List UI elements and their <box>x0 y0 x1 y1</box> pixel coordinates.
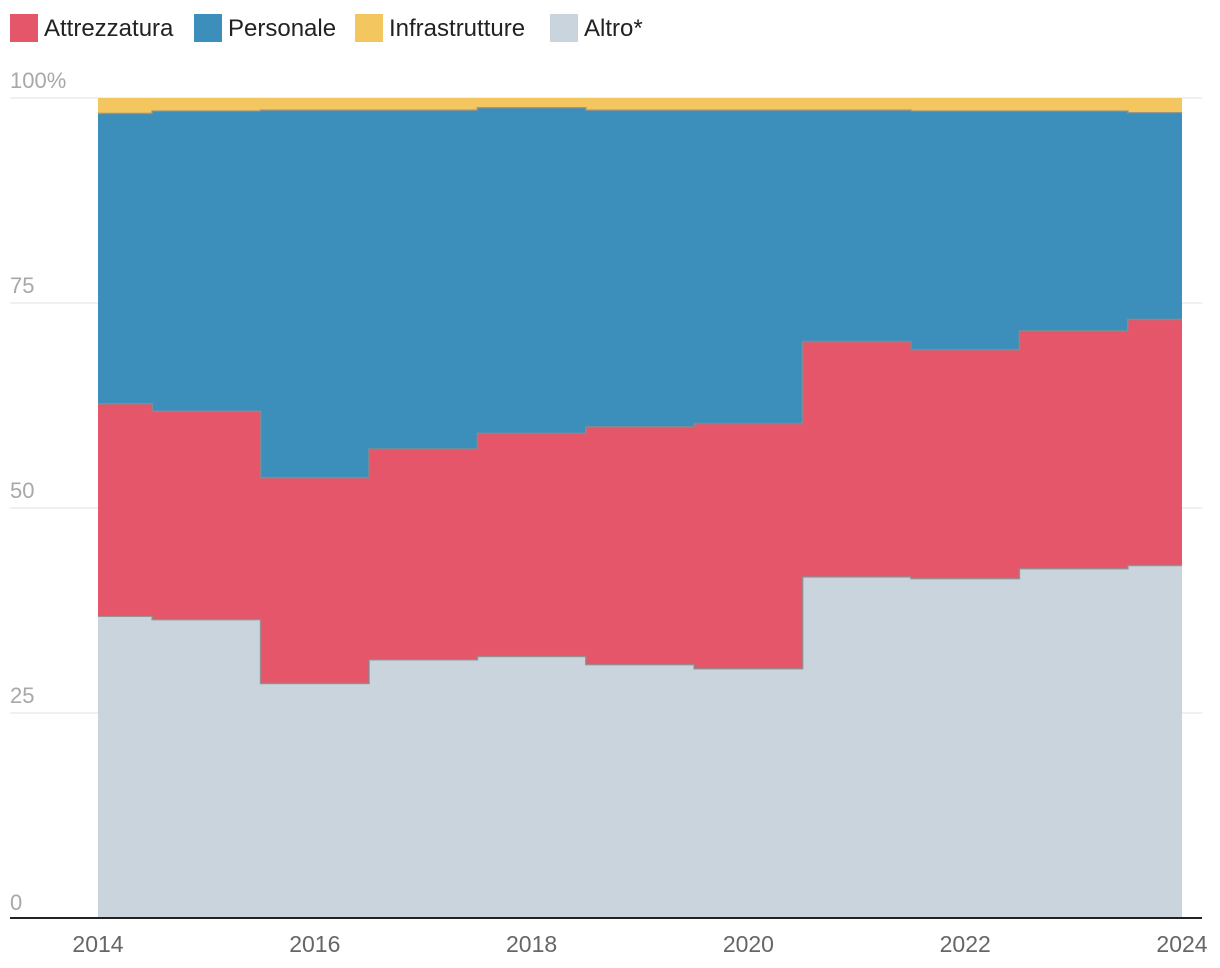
y-tick-label-75: 75 <box>10 273 34 298</box>
y-axis: 0 25 50 75 100% <box>10 68 66 915</box>
legend-label-personale: Personale <box>228 15 336 42</box>
y-tick-label-0: 0 <box>10 890 22 915</box>
legend-swatch-infrastrutture <box>355 14 383 42</box>
legend: Attrezzatura Personale Infrastrutture Altro… <box>10 14 643 42</box>
x-tick-label-2014: 2014 <box>72 931 123 957</box>
legend-item-altro: Altro* <box>550 14 643 42</box>
x-tick-label-2020: 2020 <box>723 931 774 957</box>
series-areas <box>98 98 1182 918</box>
legend-swatch-personale <box>194 14 222 42</box>
area-personale <box>98 107 1182 478</box>
legend-label-altro: Altro* <box>584 15 643 42</box>
legend-swatch-altro <box>550 14 578 42</box>
x-tick-label-2024: 2024 <box>1156 931 1207 957</box>
legend-label-infrastrutture: Infrastrutture <box>389 15 525 42</box>
boundary-personale <box>98 107 1182 115</box>
x-tick-label-2016: 2016 <box>289 931 340 957</box>
legend-item-attrezzatura: Attrezzatura <box>10 14 174 42</box>
x-tick-label-2018: 2018 <box>506 931 557 957</box>
legend-item-infrastrutture: Infrastrutture <box>355 14 525 42</box>
y-tick-label-25: 25 <box>10 683 34 708</box>
area-attrezzatura <box>98 319 1182 684</box>
legend-item-personale: Personale <box>194 14 336 42</box>
legend-swatch-attrezzatura <box>10 14 38 42</box>
y-tick-label-50: 50 <box>10 478 34 503</box>
area-altro <box>98 565 1182 918</box>
x-tick-label-2022: 2022 <box>940 931 991 957</box>
boundary-attrezzatura <box>98 318 1182 479</box>
x-axis: 2014 2016 2018 2020 2022 2024 <box>10 917 1208 957</box>
y-tick-label-100: 100% <box>10 68 66 93</box>
boundary-altro <box>98 564 1182 685</box>
legend-label-attrezzatura: Attrezzatura <box>44 15 174 42</box>
